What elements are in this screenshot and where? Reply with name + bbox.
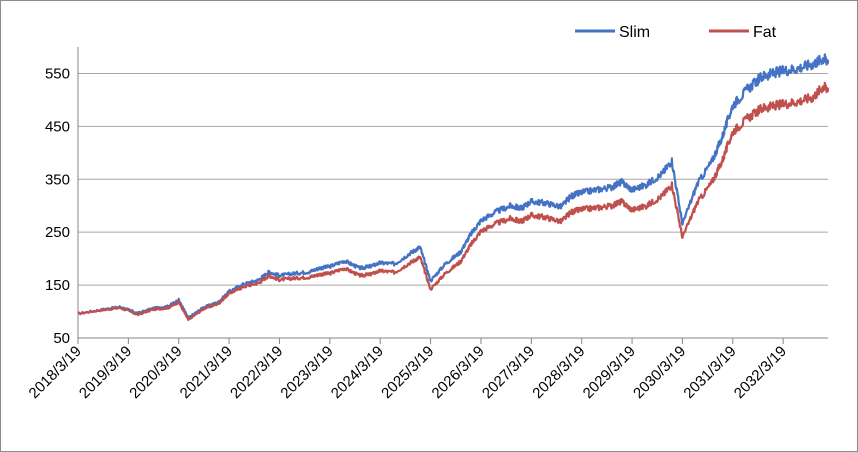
x-tick-label: 2029/3/19 (580, 343, 639, 402)
x-tick-label: 2019/3/19 (76, 343, 135, 402)
x-tick-label: 2031/3/19 (680, 343, 739, 402)
series-line-slim (77, 53, 830, 319)
y-tick-label: 550 (45, 65, 70, 82)
x-tick-label: 2032/3/19 (731, 343, 790, 402)
series-line-fat (77, 81, 830, 322)
x-tick-label: 2022/3/19 (227, 343, 286, 402)
x-tick-label: 2025/3/19 (378, 343, 437, 402)
x-tick-label: 2020/3/19 (126, 343, 185, 402)
legend: Slim Fat (575, 24, 777, 41)
x-tick-labels: 2018/3/192019/3/192020/3/192021/3/192022… (26, 343, 790, 402)
y-tick-label: 150 (45, 277, 70, 294)
axes (77, 47, 828, 344)
y-tick-labels: 50 150 250 350 450 550 (45, 65, 70, 347)
legend-label-slim: Slim (619, 24, 650, 41)
x-tick-label: 2026/3/19 (429, 343, 488, 402)
y-tick-label: 350 (45, 171, 70, 188)
gridlines (78, 72, 828, 286)
series-lines (77, 53, 830, 322)
x-tick-label: 2023/3/19 (277, 343, 336, 402)
x-tick-label: 2027/3/19 (479, 343, 538, 402)
y-tick-label: 450 (45, 118, 70, 135)
x-tick-label: 2028/3/19 (529, 343, 588, 402)
legend-label-fat: Fat (753, 24, 777, 41)
y-tick-label: 250 (45, 224, 70, 241)
x-tick-label: 2018/3/19 (26, 343, 85, 402)
x-tick-label: 2021/3/19 (177, 343, 236, 402)
x-tick-label: 2024/3/19 (328, 343, 387, 402)
x-tick-label: 2030/3/19 (630, 343, 689, 402)
y-tick-label: 50 (53, 330, 70, 347)
